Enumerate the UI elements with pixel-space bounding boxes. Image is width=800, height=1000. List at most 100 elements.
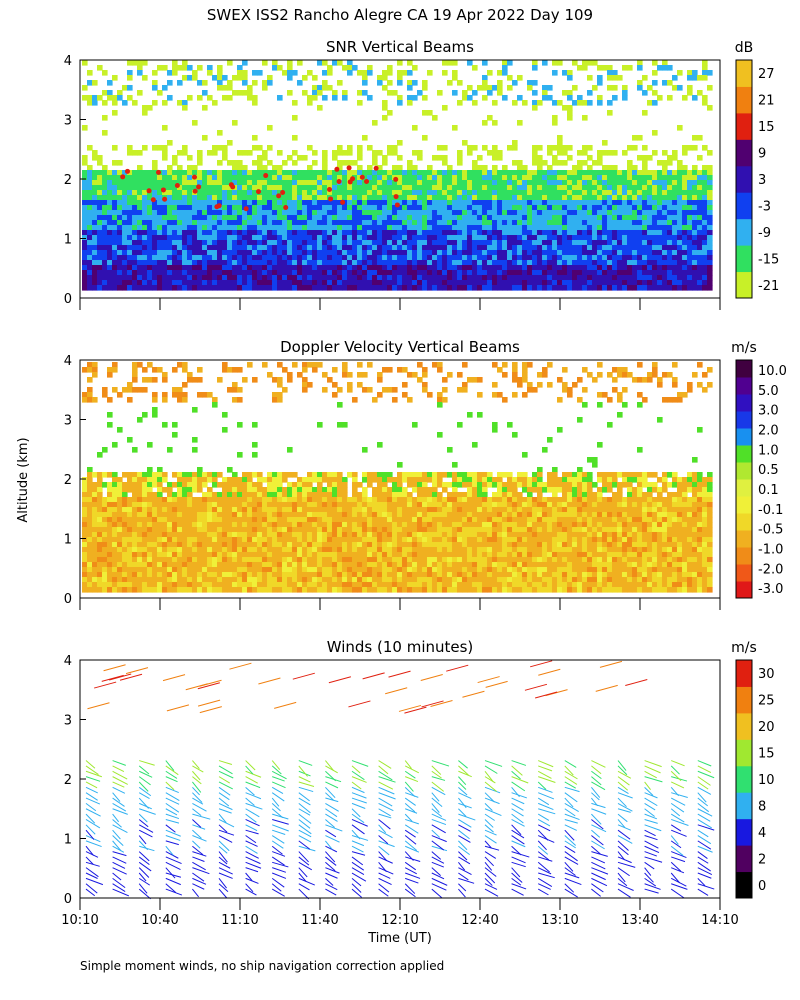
colorbar-segment: [736, 660, 752, 687]
y-tick-label: 2: [64, 473, 72, 488]
colorbar-segment: [736, 739, 752, 767]
winds-panel-title: Winds (10 minutes): [327, 638, 474, 656]
colorbar-tick-label: 0.5: [758, 463, 779, 478]
colorbar-segment: [736, 871, 752, 899]
y-tick-label: 3: [64, 114, 72, 129]
colorbar-frame: [735, 59, 753, 299]
colorbar-segment: [736, 60, 752, 87]
colorbar-frame: [735, 659, 753, 899]
plot-content: [85, 660, 715, 900]
colorbar-tick-label: -0.5: [758, 523, 783, 538]
snr-unit-label: dB: [735, 40, 754, 56]
colorbar-segment: [736, 686, 752, 714]
colorbar-frame: [735, 359, 753, 599]
colorbar-segment: [736, 112, 752, 140]
colorbar-tick-label: 0.1: [758, 483, 779, 498]
colorbar-segment: [736, 818, 752, 846]
plot-content: [82, 362, 713, 593]
colorbar-segment: [736, 139, 752, 167]
y-tick-label: 0: [64, 892, 72, 907]
colorbar-tick-label: -1.0: [758, 542, 783, 557]
x-tick-label: 11:10: [221, 913, 258, 928]
colorbar-segment: [736, 165, 752, 193]
colorbar-tick-label: 4: [758, 826, 766, 841]
x-tick-label: 13:40: [621, 913, 658, 928]
colorbar-segment: [736, 792, 752, 820]
y-tick-label: 2: [64, 773, 72, 788]
x-tick-label: 12:10: [381, 913, 418, 928]
colorbar-tick-label: -15: [758, 252, 779, 267]
colorbar-segment: [736, 445, 752, 463]
colorbar-segment: [736, 411, 752, 429]
x-axis-label: Time (UT): [367, 931, 432, 946]
colorbar-tick-label: 3.0: [758, 404, 779, 419]
colorbar-segment: [736, 547, 752, 565]
y-tick-label: 0: [64, 592, 72, 607]
colorbar-tick-label: -3.0: [758, 582, 783, 597]
colorbar-segment: [736, 530, 752, 548]
colorbar-tick-label: 3: [758, 173, 766, 188]
colorbar-tick-label: 9: [758, 147, 766, 162]
colorbar-segment: [736, 845, 752, 873]
colorbar-tick-label: 10.0: [758, 364, 787, 379]
colorbar-tick-label: 27: [758, 67, 775, 82]
colorbar-segment: [736, 462, 752, 480]
winds-unit-label: m/s: [731, 640, 757, 656]
colorbar-segment: [736, 496, 752, 514]
colorbar-segment: [736, 564, 752, 582]
plot-content: [82, 60, 713, 291]
x-tick-label: 10:40: [141, 913, 178, 928]
y-tick-label: 1: [64, 533, 72, 548]
doppler-panel-title: Doppler Velocity Vertical Beams: [280, 338, 520, 356]
y-tick-label: 3: [64, 414, 72, 429]
colorbar-tick-label: 21: [758, 94, 775, 109]
colorbar-tick-label: 8: [758, 799, 766, 814]
y-tick-label: 1: [64, 833, 72, 848]
snr-panel-title: SNR Vertical Beams: [326, 38, 474, 56]
colorbar-tick-label: 15: [758, 120, 775, 135]
y-tick-label: 4: [64, 354, 72, 369]
y-tick-label: 1: [64, 233, 72, 248]
colorbar-segment: [736, 712, 752, 740]
colorbar-tick-label: 10: [758, 773, 775, 788]
colorbar-tick-label: 5.0: [758, 384, 779, 399]
footnote: Simple moment winds, no ship navigation …: [80, 959, 444, 973]
colorbar-segment: [736, 428, 752, 446]
snr-panel: SNR Vertical Beams dB 0 1 2 3 4 27 21 15 9 3 -3 -9 -…: [64, 38, 779, 310]
x-tick-label: 11:40: [301, 913, 338, 928]
colorbar-segment: [736, 360, 752, 378]
y-tick-label: 0: [64, 292, 72, 307]
colorbar-tick-label: 2.0: [758, 423, 779, 438]
figure-title: SWEX ISS2 Rancho Alegre CA 19 Apr 2022 D…: [207, 6, 593, 24]
colorbar-segment: [736, 86, 752, 114]
colorbar-tick-label: 20: [758, 720, 775, 735]
colorbar-tick-label: 0: [758, 879, 766, 894]
y-tick-label: 2: [64, 173, 72, 188]
colorbar-segment: [736, 271, 752, 299]
colorbar-tick-label: 25: [758, 694, 775, 709]
colorbar-tick-label: 15: [758, 747, 775, 762]
colorbar-tick-label: -3: [758, 199, 771, 214]
colorbar-tick-label: -2.0: [758, 562, 783, 577]
x-tick-label: 12:40: [461, 913, 498, 928]
x-tick-label: 13:10: [541, 913, 578, 928]
y-tick-label: 4: [64, 54, 72, 69]
colorbar-tick-label: 30: [758, 667, 775, 682]
colorbar-segment: [736, 218, 752, 246]
colorbar-segment: [736, 192, 752, 220]
colorbar-tick-label: -9: [758, 226, 771, 241]
colorbar-segment: [736, 581, 752, 599]
x-tick-label: 14:10: [701, 913, 738, 928]
doppler-unit-label: m/s: [731, 340, 757, 356]
colorbar-tick-label: -21: [758, 279, 779, 294]
colorbar-tick-label: 2: [758, 852, 766, 867]
colorbar-segment: [736, 479, 752, 497]
colorbar-tick-label: 1.0: [758, 443, 779, 458]
colorbar-segment: [736, 765, 752, 793]
doppler-panel: Doppler Velocity Vertical Beams m/s 0 1 2 3…: [64, 338, 787, 610]
colorbar-segment: [736, 394, 752, 412]
y-tick-label: 4: [64, 654, 72, 669]
colorbar-tick-label: -0.1: [758, 503, 783, 518]
colorbar-segment: [736, 513, 752, 531]
